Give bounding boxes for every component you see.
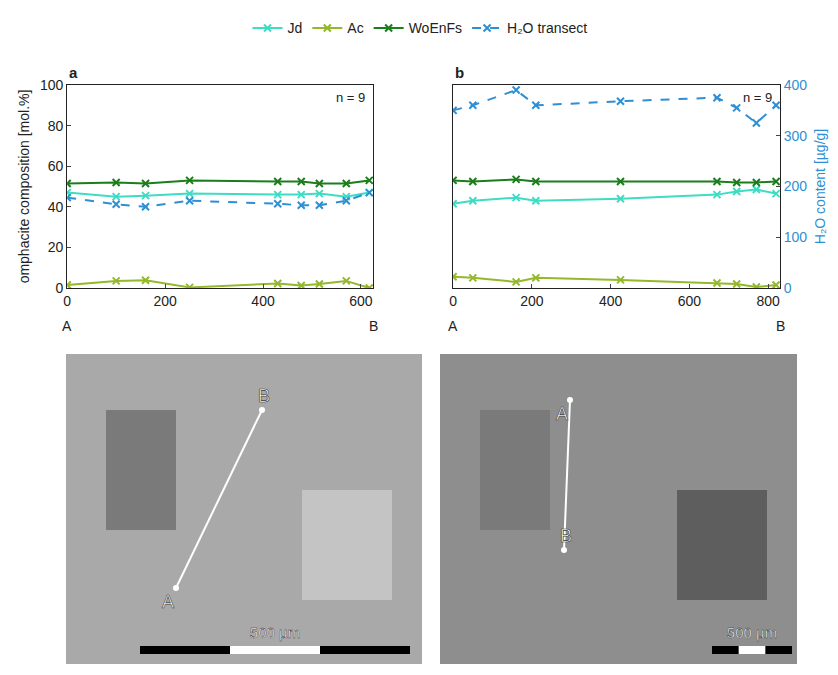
svg-text:40: 40	[48, 199, 64, 215]
svg-text:200: 200	[784, 178, 808, 194]
svg-text:0: 0	[784, 280, 792, 296]
svg-text:n = 9: n = 9	[336, 90, 365, 105]
svg-text:A: A	[448, 318, 458, 334]
svg-text:H₂O content [µg/g]: H₂O content [µg/g]	[812, 129, 828, 244]
svg-text:Jd: Jd	[288, 20, 303, 36]
svg-text:500 µm: 500 µm	[250, 624, 300, 641]
svg-text:400: 400	[784, 77, 808, 93]
svg-text:500 µm: 500 µm	[727, 624, 777, 641]
svg-text:B: B	[560, 526, 572, 546]
svg-text:Ac: Ac	[347, 20, 363, 36]
svg-text:B: B	[776, 318, 785, 334]
svg-text:B: B	[258, 386, 270, 406]
svg-text:b: b	[455, 64, 464, 81]
svg-text:100: 100	[40, 77, 64, 93]
svg-text:A: A	[162, 592, 174, 612]
svg-text:A: A	[62, 318, 72, 334]
svg-text:0: 0	[56, 280, 64, 296]
svg-text:omphacite composition [mol.%]: omphacite composition [mol.%]	[16, 90, 32, 284]
svg-text:80: 80	[48, 118, 64, 134]
svg-text:200: 200	[153, 293, 177, 309]
svg-text:100: 100	[784, 229, 808, 245]
svg-text:600: 600	[678, 293, 702, 309]
svg-text:a: a	[69, 64, 78, 81]
svg-text:n = 9: n = 9	[743, 90, 772, 105]
svg-text:200: 200	[520, 293, 544, 309]
svg-text:WoEnFs: WoEnFs	[409, 20, 462, 36]
svg-text:400: 400	[599, 293, 623, 309]
svg-text:A: A	[556, 404, 568, 424]
svg-text:0: 0	[449, 293, 457, 309]
svg-text:600: 600	[349, 293, 373, 309]
svg-text:0: 0	[63, 293, 71, 309]
svg-text:H₂O transect: H₂O transect	[507, 20, 587, 36]
svg-text:20: 20	[48, 239, 64, 255]
svg-text:300: 300	[784, 128, 808, 144]
svg-text:400: 400	[251, 293, 275, 309]
svg-text:800: 800	[757, 293, 781, 309]
svg-text:60: 60	[48, 158, 64, 174]
svg-text:B: B	[369, 318, 378, 334]
